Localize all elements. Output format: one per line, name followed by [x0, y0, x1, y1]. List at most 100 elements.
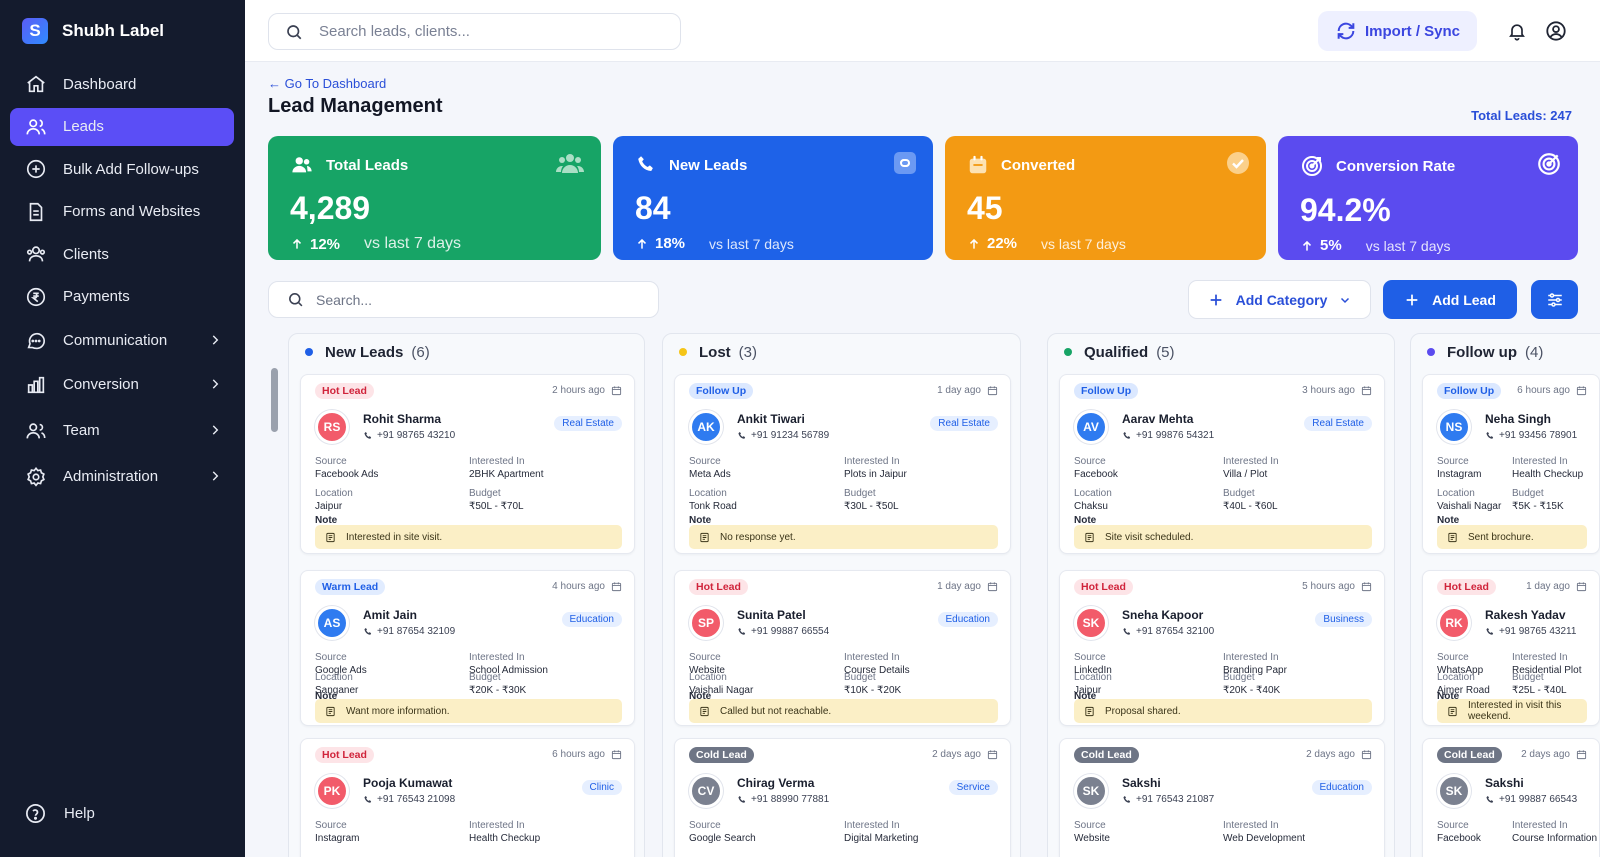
field-value: ₹10K - ₹20K [844, 685, 902, 696]
sidebar-item-communication[interactable]: Communication [10, 322, 234, 360]
lead-phone[interactable]: +91 91234 56789 [737, 430, 829, 441]
sidebar-item-payments[interactable]: Payments [10, 278, 234, 316]
arrow-up-icon [1300, 239, 1314, 253]
lead-card[interactable]: Hot Lead 2 hours ago RS Rohit Sharma +91 987… [300, 374, 635, 554]
add-lead-button[interactable]: Add Lead [1383, 280, 1517, 319]
lead-card[interactable]: Cold Lead 2 days ago CV Chirag Verma +91 889… [674, 738, 1011, 857]
lead-card[interactable]: Hot Lead 6 hours ago PK Pooja Kumawat +91 76… [300, 738, 635, 857]
lead-card[interactable]: Cold Lead 2 days ago SK Sakshi +91 76543 210… [1059, 738, 1385, 857]
avatar: AS [315, 606, 349, 640]
lead-phone[interactable]: +91 87654 32100 [1122, 626, 1214, 637]
lead-card[interactable]: Follow Up 3 hours ago AV Aarav Mehta +91 998… [1059, 374, 1385, 554]
lead-name[interactable]: Pooja Kumawat [363, 776, 453, 790]
lead-phone[interactable]: +91 93456 78901 [1485, 430, 1577, 441]
lead-name[interactable]: Amit Jain [363, 608, 418, 622]
calendar-icon[interactable] [1361, 385, 1372, 396]
brand[interactable]: S Shubh Label [22, 18, 164, 44]
lead-phone[interactable]: +91 76543 21098 [363, 794, 455, 805]
lead-name[interactable]: Neha Singh [1485, 412, 1552, 426]
sidebar-item-team[interactable]: Team [10, 412, 234, 450]
lead-phone[interactable]: +91 99887 66554 [737, 626, 829, 637]
column-title: New Leads [325, 343, 404, 361]
total-leads-count: Total Leads: 247 [1471, 108, 1572, 123]
add-category-button[interactable]: Add Category [1188, 280, 1371, 319]
calendar-icon[interactable] [1576, 581, 1587, 592]
user-profile-icon[interactable] [1545, 20, 1567, 42]
lead-name[interactable]: Ankit Tiwari [737, 412, 805, 426]
lead-phone[interactable]: +91 88990 77881 [737, 794, 829, 805]
lead-phone[interactable]: +91 76543 21087 [1122, 794, 1214, 805]
sidebar-item-conversion[interactable]: Conversion [10, 366, 234, 404]
lead-name[interactable]: Sakshi [1122, 776, 1161, 790]
sidebar-item-bulk-follow-ups[interactable]: Bulk Add Follow-ups [10, 150, 234, 188]
lead-phone[interactable]: +91 87654 32109 [363, 626, 455, 637]
bell-icon[interactable] [1507, 21, 1527, 41]
lead-card[interactable]: Cold Lead 2 days ago SK Sakshi +91 99887 665… [1422, 738, 1600, 857]
home-icon [24, 72, 48, 96]
calendar-icon[interactable] [987, 385, 998, 396]
lead-phone[interactable]: +91 99887 66543 [1485, 794, 1577, 805]
board-scrollbar[interactable] [271, 368, 278, 432]
lead-time: 6 hours ago [1517, 385, 1587, 396]
lead-search-input[interactable]: Search... [268, 281, 659, 318]
field-label: Source [1074, 820, 1106, 831]
kanban-column: Follow up (4) Follow Up 6 hours ago NS Neha S… [1410, 333, 1600, 857]
lead-note: Want more information. [315, 699, 622, 723]
arrow-up-icon [635, 237, 649, 251]
sidebar-item-dashboard[interactable]: Dashboard [10, 65, 234, 103]
lead-phone[interactable]: +91 98765 43211 [1485, 626, 1576, 637]
lead-time: 3 hours ago [1302, 385, 1372, 396]
target-icon [1300, 154, 1324, 178]
field-value: Website [689, 665, 725, 676]
lead-card[interactable]: Follow Up 1 day ago AK Ankit Tiwari +91 9123… [674, 374, 1011, 554]
calendar-icon[interactable] [987, 581, 998, 592]
lead-name[interactable]: Sneha Kapoor [1122, 608, 1204, 622]
sidebar-nav: Dashboard Leads Bulk Add Follow-ups Form… [10, 65, 234, 501]
import-sync-button[interactable]: Import / Sync [1318, 11, 1477, 51]
lead-name[interactable]: Sakshi [1485, 776, 1524, 790]
topbar: Search leads, clients... Import / Sync [245, 0, 1600, 62]
calendar-icon[interactable] [611, 385, 622, 396]
help-link[interactable]: Help [24, 802, 95, 825]
field-label: Interested In [469, 652, 525, 663]
lead-name[interactable]: Chirag Verma [737, 776, 815, 790]
calendar-icon[interactable] [1576, 749, 1587, 760]
calendar-icon[interactable] [1576, 385, 1587, 396]
field-value: Jaipur [1074, 685, 1102, 696]
lead-card[interactable]: Hot Lead 1 day ago RK Rakesh Yadav +91 98765… [1422, 570, 1600, 726]
lead-phone[interactable]: +91 99876 54321 [1122, 430, 1214, 441]
lead-phone[interactable]: +91 98765 43210 [363, 430, 455, 441]
calendar-icon[interactable] [611, 581, 622, 592]
stat-label: Converted [1001, 156, 1076, 174]
avatar: NS [1437, 410, 1471, 444]
lead-card[interactable]: Hot Lead 1 day ago SP Sunita Patel +91 99887… [674, 570, 1011, 726]
interested-field: Interested In Digital Marketing [844, 819, 918, 845]
lead-name[interactable]: Rakesh Yadav [1485, 608, 1566, 622]
location-field: Location Chaksu [1074, 487, 1112, 513]
budget-field: Budget ₹25L - ₹40L [1512, 671, 1567, 697]
sidebar-item-forms-websites[interactable]: Forms and Websites [10, 193, 234, 231]
go-to-dashboard-link[interactable]: ← Go To Dashboard [268, 76, 387, 91]
sidebar-item-leads[interactable]: Leads [10, 107, 234, 146]
field-value: ₹30L - ₹50L [844, 501, 899, 512]
filter-settings-button[interactable] [1531, 280, 1578, 319]
lead-card[interactable]: Warm Lead 4 hours ago AS Amit Jain +91 87654… [300, 570, 635, 726]
column-header: Qualified (5) [1048, 334, 1394, 370]
lead-name[interactable]: Aarav Mehta [1122, 412, 1194, 426]
global-search-input[interactable]: Search leads, clients... [268, 13, 681, 50]
sidebar-item-label: Forms and Websites [63, 203, 201, 221]
calendar-icon[interactable] [987, 749, 998, 760]
calendar-icon[interactable] [1361, 749, 1372, 760]
lead-name[interactable]: Sunita Patel [737, 608, 806, 622]
lead-card[interactable]: Follow Up 6 hours ago NS Neha Singh +91 9345… [1422, 374, 1600, 554]
time-ago: 2 days ago [1521, 749, 1570, 760]
note-icon [1084, 706, 1095, 717]
note-label: Note [1074, 515, 1097, 526]
calendar-icon[interactable] [611, 749, 622, 760]
interested-field: Interested In Course Details [844, 651, 910, 677]
calendar-icon[interactable] [1361, 581, 1372, 592]
lead-card[interactable]: Hot Lead 5 hours ago SK Sneha Kapoor +91 876… [1059, 570, 1385, 726]
sidebar-item-administration[interactable]: Administration [10, 458, 234, 496]
lead-name[interactable]: Rohit Sharma [363, 412, 442, 426]
sidebar-item-clients[interactable]: Clients [10, 235, 234, 273]
